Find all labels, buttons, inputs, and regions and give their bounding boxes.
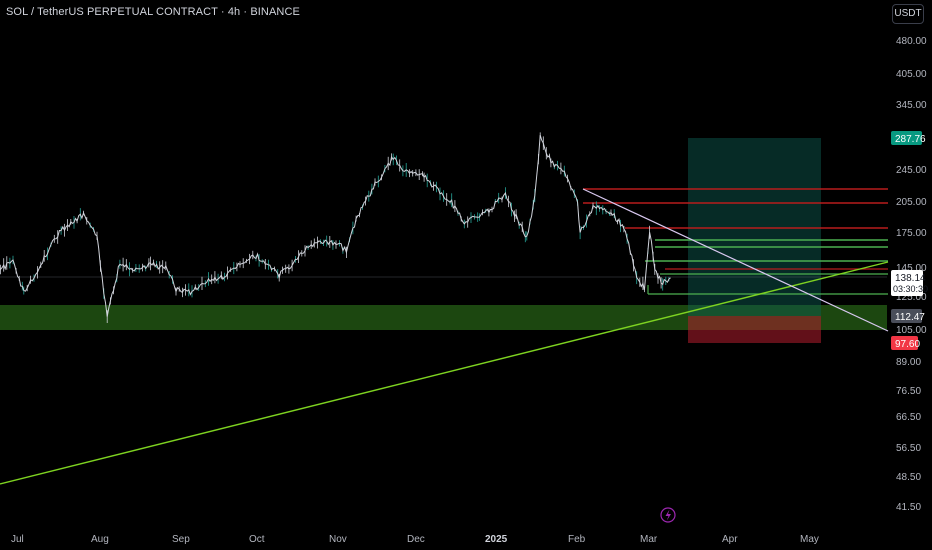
y-tick: 48.50	[896, 472, 921, 483]
svg-text:03:30:30: 03:30:30	[893, 284, 928, 294]
x-tick: Apr	[722, 534, 738, 545]
y-tick: 89.00	[896, 357, 921, 368]
y-tick: 125.00	[896, 292, 927, 303]
y-tick: 245.00	[896, 165, 927, 176]
x-tick: May	[800, 534, 819, 545]
lightning-icon[interactable]	[660, 507, 676, 523]
position-profit-zone[interactable]	[688, 138, 821, 316]
x-tick: Aug	[91, 534, 109, 545]
x-tick-year: 2025	[485, 534, 508, 545]
stop-price-badge: 97.60	[891, 336, 920, 350]
horizontal-levels[interactable]	[583, 188, 888, 295]
y-tick: 345.00	[896, 100, 927, 111]
y-tick: 56.50	[896, 443, 921, 454]
x-tick: Sep	[172, 534, 190, 545]
falling-trendline[interactable]	[582, 188, 889, 332]
time-axis[interactable]: Jul Aug Sep Oct Nov Dec 2025 Feb Mar Apr…	[11, 534, 819, 545]
y-tick: 105.00	[896, 325, 927, 336]
candles	[0, 132, 670, 323]
rising-trendline[interactable]	[0, 261, 889, 485]
y-tick: 405.00	[896, 69, 927, 80]
y-tick: 175.00	[896, 228, 927, 239]
y-tick: 66.50	[896, 412, 921, 423]
svg-text:97.60: 97.60	[895, 339, 920, 350]
y-tick: 41.50	[896, 502, 921, 513]
x-tick: Dec	[407, 534, 425, 545]
last-price-badge: 138.14 03:30:30	[891, 270, 928, 296]
entry-price-badge: 112.47	[891, 309, 925, 323]
svg-text:138.14: 138.14	[895, 273, 926, 284]
target-price-badge: 287.76	[891, 131, 926, 145]
currency-button[interactable]: USDT	[892, 4, 924, 24]
price-line	[0, 135, 671, 317]
x-tick: Feb	[568, 534, 586, 545]
x-tick: Oct	[249, 534, 265, 545]
x-tick: Jul	[11, 534, 24, 545]
y-tick: 76.50	[896, 386, 921, 397]
y-tick: 145.00	[896, 263, 927, 274]
y-tick: 480.00	[896, 36, 927, 47]
svg-text:287.76: 287.76	[895, 134, 926, 145]
symbol-title: SOL / TetherUS PERPETUAL CONTRACT · 4h ·…	[6, 6, 300, 18]
svg-text:112.47: 112.47	[895, 312, 925, 323]
x-tick: Nov	[329, 534, 347, 545]
y-tick: 205.00	[896, 197, 927, 208]
x-tick: Mar	[640, 534, 658, 545]
position-loss-zone[interactable]	[688, 316, 821, 343]
price-axis[interactable]: 480.00 405.00 345.00 245.00 205.00 175.0…	[896, 36, 927, 513]
